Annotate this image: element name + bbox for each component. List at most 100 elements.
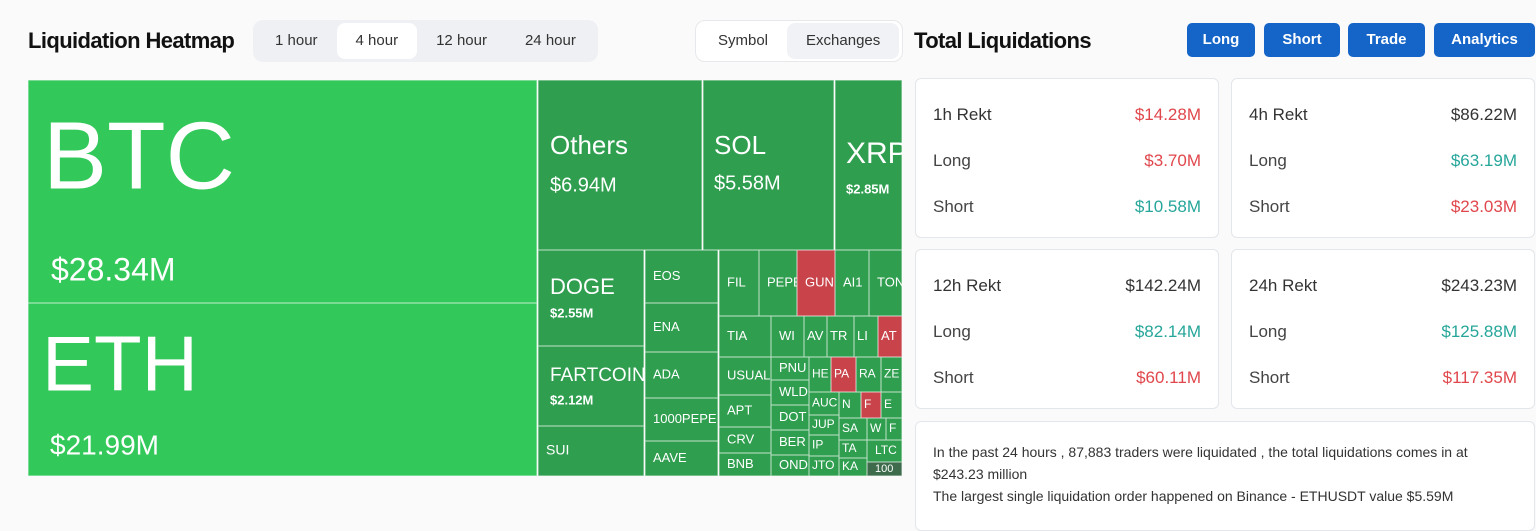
tile: EOS: [645, 250, 718, 303]
tile: WLD: [771, 380, 809, 405]
row-label: Short: [1249, 197, 1290, 216]
tile-value: $6.94M: [550, 174, 617, 196]
view-tab[interactable]: Exchanges: [787, 23, 900, 59]
view-tab[interactable]: Symbol: [699, 23, 788, 59]
card-header: 24h Rekt $243.23M: [1249, 274, 1517, 298]
tile-label: F: [864, 397, 871, 411]
tile-label: APT: [727, 402, 752, 417]
tile-bg: [839, 392, 861, 418]
time-tab[interactable]: 1 hour: [275, 32, 318, 49]
tile-bg: [881, 392, 902, 418]
tile-label: ENA: [653, 319, 680, 334]
time-tab[interactable]: 4 hour: [336, 23, 418, 59]
tile: SA: [839, 418, 867, 440]
tile: DOGE $2.55M: [538, 250, 644, 346]
time-tab[interactable]: 12 hour: [436, 32, 487, 49]
tile-label: WI: [779, 328, 795, 343]
tile-label: ADA: [653, 366, 680, 381]
tile: USUAL: [719, 357, 771, 395]
tile: APT: [719, 395, 771, 427]
time-tabs: 1 hour 4 hour 12 hour 24 hour: [253, 20, 598, 62]
row-value: $82.14M: [1134, 322, 1201, 341]
tile-label: E: [884, 397, 892, 411]
tile-label: GUN: [805, 274, 834, 289]
rekt-card: 1h Rekt $14.28M Long $3.70M Short $10.58M: [915, 78, 1219, 238]
tile-label: 1000PEPE: [653, 411, 717, 426]
tile-bg: [839, 458, 867, 476]
tile: TR: [827, 316, 854, 357]
tile: HE: [809, 357, 831, 392]
tile-bg: [881, 357, 902, 392]
tile: WI: [771, 316, 804, 357]
tile-bg: [886, 418, 902, 440]
tile-bg: [538, 250, 644, 346]
tile-value: $2.85M: [846, 181, 889, 196]
tile-bg: [719, 250, 759, 316]
tile-bg: [771, 380, 809, 405]
tile-bg: [839, 440, 867, 458]
heatmap-title: Liquidation Heatmap: [28, 28, 235, 53]
tile-bg: [797, 250, 835, 316]
tile-label: RA: [859, 367, 876, 381]
tile-label: PNU: [779, 360, 806, 375]
tile: AI1: [835, 250, 869, 316]
tile: BER: [771, 430, 809, 455]
card-header: 12h Rekt $142.24M: [933, 274, 1201, 298]
tile-bg: [867, 440, 902, 462]
tile-label: ETH: [42, 320, 198, 408]
tile-bg: [719, 357, 771, 395]
tile-value: $5.58M: [714, 172, 781, 194]
tile-label: TA: [842, 441, 856, 455]
tile-label: BNB: [727, 456, 754, 471]
tile: ENA: [645, 303, 718, 352]
tile-bg: [538, 80, 702, 250]
card-row: Short $117.35M: [1249, 366, 1517, 390]
tile: F: [886, 418, 902, 440]
tile-bg: [809, 392, 839, 415]
tile-label: EOS: [653, 268, 681, 283]
tile: E: [881, 392, 902, 418]
tile-bg: [771, 455, 809, 476]
action-button[interactable]: Trade: [1348, 23, 1425, 57]
tile: ETH $21.99M: [28, 303, 537, 476]
tile-bg: [645, 398, 718, 441]
tile-label: WLD: [779, 384, 808, 399]
row-value: $23.03M: [1450, 197, 1517, 216]
tile-value: $21.99M: [50, 429, 159, 460]
tile-bg: [856, 357, 881, 392]
tile-bg: [719, 427, 771, 453]
card-row: Long $125.88M: [1249, 320, 1517, 344]
tile-label: FIL: [727, 274, 746, 289]
tile-label: HE: [812, 367, 829, 381]
row-label: Short: [933, 368, 974, 387]
card-title: 4h Rekt: [1249, 105, 1308, 124]
tile: PEPE: [759, 250, 802, 316]
row-value: $63.19M: [1450, 151, 1517, 170]
tile: TON: [869, 250, 902, 316]
action-button[interactable]: Long: [1187, 23, 1255, 57]
tile: PA: [831, 357, 856, 392]
tile-value: $2.55M: [550, 305, 593, 320]
card-title: 12h Rekt: [933, 276, 1002, 295]
tile-label: PEPE: [767, 274, 802, 289]
tile-label: AI1: [843, 274, 863, 289]
row-label: Short: [1249, 368, 1290, 387]
row-label: Long: [933, 322, 971, 341]
tile-bg: [831, 357, 856, 392]
tile-label: DOGE: [550, 274, 615, 299]
action-button[interactable]: Short: [1264, 23, 1340, 57]
row-value: $117.35M: [1442, 368, 1517, 387]
action-button[interactable]: Analytics: [1434, 23, 1535, 57]
tile-label: JUP: [812, 417, 835, 431]
tile: RA: [856, 357, 881, 392]
tile-bg: [719, 453, 771, 476]
tile-bg: [771, 430, 809, 455]
tile-label: KA: [842, 459, 858, 473]
tile: Others $6.94M: [538, 80, 702, 250]
summary-box: In the past 24 hours , 87,883 traders we…: [915, 421, 1535, 531]
tile: XRP $2.85M: [835, 80, 902, 250]
card-title: 24h Rekt: [1249, 276, 1318, 295]
card-row: Long $82.14M: [933, 320, 1201, 344]
time-tab[interactable]: 24 hour: [524, 32, 576, 49]
tile-bg: [28, 80, 537, 303]
